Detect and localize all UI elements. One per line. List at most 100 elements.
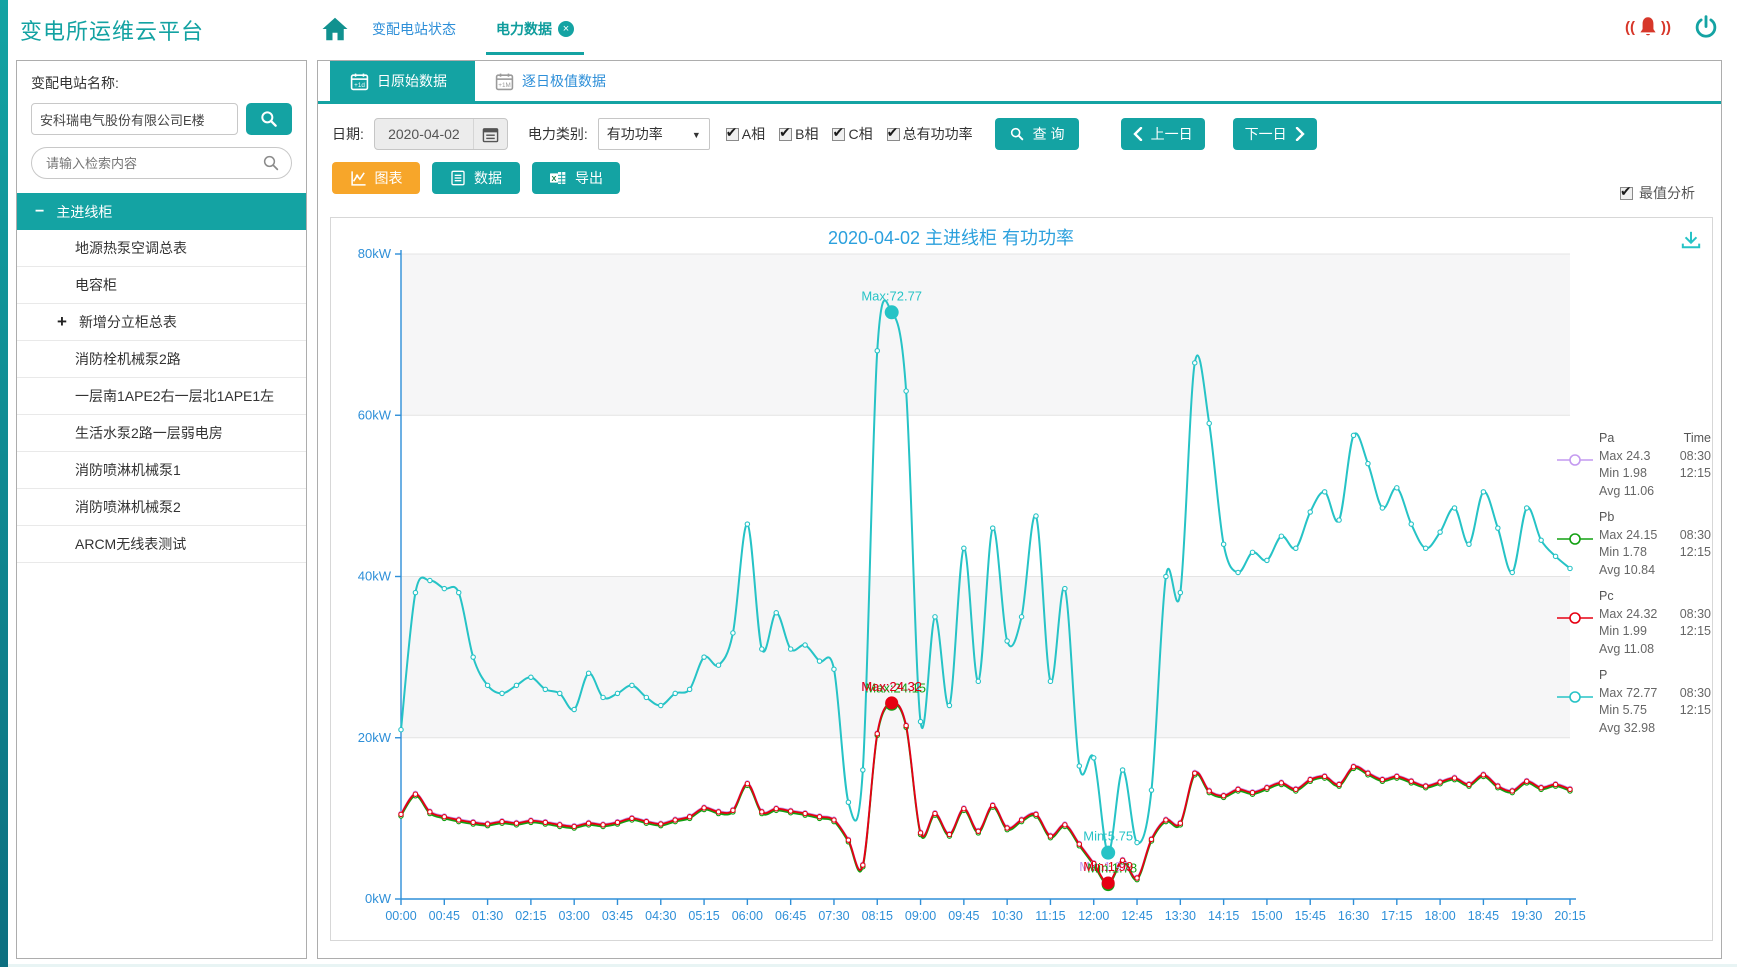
- svg-text:09:45: 09:45: [948, 909, 979, 923]
- svg-text:06:00: 06:00: [732, 909, 763, 923]
- tree-item[interactable]: 地源热泵空调总表: [17, 230, 306, 267]
- nav-station-status[interactable]: 变配电站状态: [372, 20, 456, 37]
- tree-item-label: 生活水泵2路一层弱电房: [75, 425, 223, 441]
- phase-checkbox[interactable]: ✔ 总有功功率: [886, 123, 973, 142]
- tree-item-label: 电容柜: [75, 277, 117, 293]
- legend-item-pa[interactable]: Pa Time Max 24.3 08:30 Min 1.98 12:15 Avg 11.0…: [1557, 430, 1711, 500]
- tree-item[interactable]: 消防栓机械泵2路: [17, 341, 306, 378]
- legend-marker-icon: [1557, 454, 1593, 466]
- peak-analysis-checkbox[interactable]: ✔ 最值分析: [1620, 182, 1695, 201]
- tree-item[interactable]: − 主进线柜: [17, 193, 306, 230]
- alarm-bell-icon[interactable]: (( )): [1625, 17, 1671, 36]
- legend-series-name: P: [1599, 668, 1608, 682]
- svg-text:08:15: 08:15: [862, 909, 893, 923]
- legend-item-p[interactable]: P Max 72.77 08:30 Min 5.75 12:15 Avg 32.98: [1557, 667, 1711, 737]
- legend-series-name: Pa: [1599, 431, 1615, 445]
- svg-text:18:45: 18:45: [1468, 909, 1499, 923]
- svg-text:Max:24.15: Max:24.15: [865, 680, 926, 695]
- tree-item[interactable]: + 新增分立柜总表: [17, 304, 306, 341]
- tree-search-input[interactable]: [31, 147, 292, 179]
- phase-checkbox-group: ✔ A相 ✔ B相 ✔ C相 ✔ 总有功功率: [725, 123, 973, 144]
- export-button[interactable]: X 导出: [532, 162, 620, 194]
- calendar-icon[interactable]: [472, 119, 507, 149]
- svg-text:18:00: 18:00: [1424, 909, 1455, 923]
- svg-text:Max:72.77: Max:72.77: [861, 288, 922, 303]
- svg-text:40kW: 40kW: [358, 569, 392, 584]
- legend-series-name: Pc: [1599, 589, 1614, 603]
- tree-item-label: 一层南1APE2右一层北1APE1左: [75, 388, 275, 404]
- svg-text:09:00: 09:00: [905, 909, 936, 923]
- tree-item-label: 主进线柜: [56, 203, 113, 220]
- tree-item[interactable]: 生活水泵2路一层弱电房: [17, 415, 306, 452]
- svg-text:03:00: 03:00: [559, 909, 590, 923]
- station-name-input[interactable]: [31, 103, 238, 135]
- svg-text:07:30: 07:30: [818, 909, 849, 923]
- date-picker[interactable]: 2020-04-02: [373, 118, 508, 150]
- main-panel: +1d 日原始数据 +1M 逐日极值数据 日期: 2020-04-02: [317, 60, 1722, 959]
- header: 变电所运维云平台 变配电站状态 电力数据 × (( )): [8, 0, 1737, 57]
- station-name-label: 变配电站名称:: [31, 75, 119, 91]
- power-icon[interactable]: [1693, 14, 1719, 40]
- phase-checkbox[interactable]: ✔ A相: [725, 123, 766, 142]
- chart-container: 2020-04-02 主进线柜 有功功率 0kW 20kW 40kW 60kW 80kW…: [330, 217, 1713, 941]
- svg-text:00:45: 00:45: [429, 909, 460, 923]
- svg-text:04:30: 04:30: [645, 909, 676, 923]
- collapse-icon[interactable]: −: [35, 202, 45, 220]
- svg-text:02:15: 02:15: [515, 909, 546, 923]
- station-search-button[interactable]: [246, 103, 292, 135]
- chevron-left-icon: [1132, 127, 1142, 141]
- calendar-1d-icon: +1d: [350, 73, 369, 90]
- svg-text:Min:1.98: Min:1.98: [1079, 859, 1129, 874]
- search-icon: [261, 111, 277, 127]
- svg-text:16:30: 16:30: [1338, 909, 1369, 923]
- tree-item[interactable]: 一层南1APE2右一层北1APE1左: [17, 378, 306, 415]
- download-icon[interactable]: [1680, 230, 1702, 250]
- query-button[interactable]: 查 询: [994, 118, 1079, 150]
- action-bar: 图表 数据 X 导出: [332, 162, 1721, 194]
- svg-text:03:45: 03:45: [602, 909, 633, 923]
- home-icon[interactable]: [320, 14, 350, 44]
- svg-text:14:15: 14:15: [1208, 909, 1239, 923]
- data-view-button[interactable]: 数据: [432, 162, 520, 194]
- chart-view-button[interactable]: 图表: [332, 162, 420, 194]
- svg-text:01:30: 01:30: [472, 909, 503, 923]
- bottom-accent-strip: [0, 964, 1737, 967]
- active-tab-underline: [486, 52, 584, 55]
- next-day-button[interactable]: 下一日: [1232, 118, 1317, 150]
- phase-checkbox[interactable]: ✔ B相: [779, 123, 819, 142]
- svg-text:20:15: 20:15: [1554, 909, 1585, 923]
- date-value: 2020-04-02: [388, 126, 460, 142]
- tree-item-label: 消防喷淋机械泵2: [75, 499, 181, 515]
- legend-item-pc[interactable]: Pc Max 24.32 08:30 Min 1.99 12:15 Avg 11.08: [1557, 588, 1711, 658]
- date-label: 日期:: [332, 126, 364, 142]
- tab-daily-extreme-data[interactable]: +1M 逐日极值数据: [475, 61, 635, 101]
- legend-marker-icon: [1557, 612, 1593, 624]
- legend-item-pb[interactable]: Pb Max 24.15 08:30 Min 1.78 12:15 Avg 10.84: [1557, 509, 1711, 579]
- svg-text:0kW: 0kW: [365, 891, 392, 906]
- app-title: 变电所运维云平台: [20, 19, 205, 44]
- tree-item[interactable]: 消防喷淋机械泵1: [17, 452, 306, 489]
- close-tab-icon[interactable]: ×: [558, 20, 574, 37]
- tab-daily-raw-data[interactable]: +1d 日原始数据: [330, 61, 475, 101]
- power-type-label: 电力类别:: [527, 126, 588, 142]
- phase-checkbox[interactable]: ✔ C相: [832, 123, 873, 142]
- svg-text:15:00: 15:00: [1251, 909, 1282, 923]
- filter-bar: 日期: 2020-04-02 电力类别: 有功功率 ▼ ✔ A相 ✔ B相 ✔ C相 ✔ 总有…: [332, 118, 1721, 150]
- power-line-chart[interactable]: 0kW 20kW 40kW 60kW 80kW 00:00 00:45 01:30 02:15 0…: [331, 246, 1716, 946]
- nav-power-data[interactable]: 电力数据 ×: [486, 0, 584, 57]
- power-type-select[interactable]: 有功功率 ▼: [597, 118, 710, 150]
- previous-day-button[interactable]: 上一日: [1120, 118, 1205, 150]
- svg-text:10:30: 10:30: [992, 909, 1023, 923]
- tree-item-label: 新增分立柜总表: [78, 314, 177, 330]
- legend-series-name: Pb: [1599, 510, 1615, 524]
- svg-text:80kW: 80kW: [358, 246, 392, 261]
- line-chart-icon: [350, 170, 366, 186]
- tree-item[interactable]: 电容柜: [17, 267, 306, 304]
- tree-item[interactable]: 消防喷淋机械泵2: [17, 489, 306, 526]
- search-icon: [263, 155, 279, 171]
- legend-marker-icon: [1557, 533, 1593, 545]
- expand-icon[interactable]: +: [57, 312, 67, 331]
- tree-item[interactable]: ARCM无线表测试: [17, 526, 306, 563]
- excel-export-icon: X: [550, 172, 566, 184]
